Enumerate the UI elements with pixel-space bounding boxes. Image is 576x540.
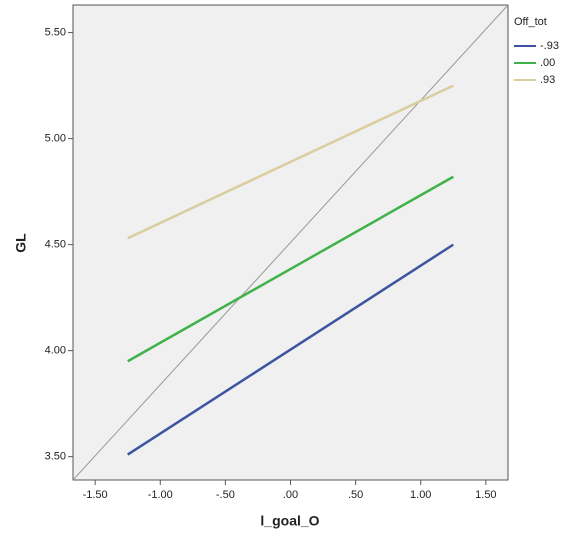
- x-tick-label: -1.00: [148, 489, 173, 501]
- y-axis-label: GL: [13, 233, 29, 253]
- y-tick-label: 5.50: [45, 26, 66, 38]
- y-tick-label: 4.50: [45, 239, 66, 251]
- legend-label: -.93: [540, 40, 559, 52]
- y-tick-label: 3.50: [45, 451, 66, 463]
- x-tick-label: .50: [348, 489, 363, 501]
- series-line: [127, 243, 454, 456]
- legend-label: .00: [540, 57, 555, 69]
- legend-label: .93: [540, 74, 555, 86]
- reference-line: [72, 4, 509, 481]
- series-line: [127, 175, 454, 363]
- y-tick-label: 4.00: [45, 345, 66, 357]
- y-tick-label: 5.00: [45, 133, 66, 145]
- legend-title: Off_tot: [514, 16, 547, 28]
- x-tick-label: 1.00: [410, 489, 431, 501]
- series-line: [127, 84, 454, 240]
- x-tick-label: 1.50: [475, 489, 496, 501]
- x-tick-label: -1.50: [83, 489, 108, 501]
- x-axis-label: l_goal_O: [260, 513, 319, 529]
- x-tick-label: -.50: [216, 489, 235, 501]
- x-tick-label: .00: [283, 489, 298, 501]
